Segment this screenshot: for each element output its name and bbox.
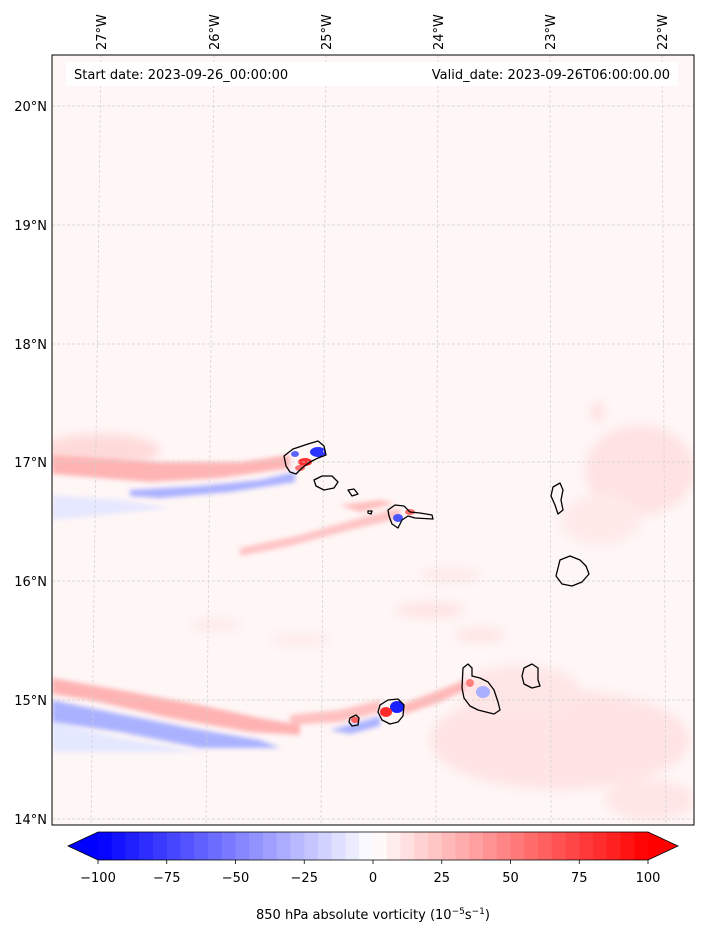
island-sao-nicolau — [387, 504, 434, 529]
colorbar-cell — [318, 832, 333, 860]
colorbar-cells — [98, 832, 649, 860]
colorbar-cell — [166, 832, 182, 860]
lon-label-23w: 23°W — [544, 14, 559, 50]
valid-date-label: Valid_date: 2023-09-26T06:00:00.00 — [432, 68, 670, 83]
lon-label-22w: 22°W — [656, 14, 671, 50]
colorbar-cell — [373, 832, 388, 860]
colorbar-tick-label: 25 — [433, 871, 450, 886]
colorbar-label: 850 hPa absolute vorticity (10−5s−1) — [256, 907, 490, 923]
colorbar-cell — [441, 832, 457, 860]
colorbar-tick-label: −100 — [80, 871, 116, 886]
longitude-labels: 27°W 26°W 25°W 24°W 23°W 22°W — [95, 14, 671, 50]
colorbar-cell — [125, 832, 140, 860]
lat-label-15n: 15°N — [14, 694, 47, 709]
colorbar-cell — [249, 832, 264, 860]
coastlines — [283, 440, 590, 727]
vorticity-field — [52, 402, 694, 820]
colorbar-cell — [593, 832, 608, 860]
colorbar-cell — [290, 832, 305, 860]
island-santiago — [461, 663, 501, 715]
colorbar-cell — [414, 832, 429, 860]
colorbar-cell — [551, 832, 567, 860]
island-boa-vista — [555, 555, 590, 587]
map-gridlines — [52, 55, 694, 825]
colorbar-cell — [538, 832, 553, 860]
colorbar-cell — [634, 832, 649, 860]
colorbar-cell — [455, 832, 470, 860]
island-branco — [367, 510, 373, 515]
colorbar-cell — [606, 832, 622, 860]
latitude-labels: 20°N 19°N 18°N 17°N 16°N 15°N 14°N — [14, 100, 47, 828]
colorbar-ticks: −100 −75 −50 −25 0 25 50 75 100 — [80, 860, 660, 886]
colorbar-cell — [469, 832, 484, 860]
colorbar-cell — [496, 832, 512, 860]
colorbar-extend-high — [648, 832, 678, 860]
colorbar-cell — [221, 832, 237, 860]
map-frame — [51, 54, 695, 826]
colorbar-cell — [208, 832, 223, 860]
lat-label-20n: 20°N — [14, 100, 47, 115]
colorbar-cell — [386, 832, 402, 860]
lon-label-25w: 25°W — [320, 14, 335, 50]
lat-label-19n: 19°N — [14, 219, 47, 234]
colorbar-tick-label: 0 — [369, 871, 377, 886]
colorbar-cell — [180, 832, 195, 860]
colorbar-cell — [98, 832, 113, 860]
colorbar-cell — [139, 832, 154, 860]
lon-label-27w: 27°W — [95, 14, 110, 50]
colorbar-cell — [194, 832, 209, 860]
colorbar-cell — [263, 832, 278, 860]
colorbar-tick-label: 50 — [502, 871, 519, 886]
lat-label-18n: 18°N — [14, 338, 47, 353]
colorbar-cell — [400, 832, 415, 860]
island-sal — [550, 482, 564, 515]
colorbar-cell — [276, 832, 292, 860]
island-sao-vicente — [313, 475, 339, 491]
colorbar-cell — [620, 832, 635, 860]
colorbar-cell — [565, 832, 580, 860]
colorbar-cell — [483, 832, 498, 860]
colorbar-tick-label: −25 — [291, 871, 318, 886]
date-info-box: Start date: 2023-09-26_00:00:00 Valid_da… — [66, 62, 678, 86]
island-maio — [521, 663, 541, 689]
colorbar-cell — [359, 832, 374, 860]
lat-label-17n: 17°N — [14, 456, 47, 471]
island-santo-antao — [283, 440, 327, 475]
map-panel: Start date: 2023-09-26_00:00:00 Valid_da… — [51, 54, 695, 826]
colorbar-tick-label: 100 — [636, 871, 661, 886]
colorbar-tick-label: −75 — [153, 871, 180, 886]
colorbar-extend-low — [68, 832, 98, 860]
colorbar-cell — [579, 832, 594, 860]
colorbar-cell — [153, 832, 168, 860]
colorbar-cell — [331, 832, 347, 860]
colorbar-tick-label: 75 — [571, 871, 588, 886]
island-dipoles — [291, 447, 490, 723]
colorbar: −100 −75 −50 −25 0 25 50 75 100 850 hPa absolute… — [67, 831, 679, 923]
positive-vorticity-patches — [52, 402, 694, 820]
colorbar-cell — [510, 832, 525, 860]
island-fogo — [377, 698, 405, 725]
lat-label-16n: 16°N — [14, 575, 47, 590]
island-santa-luzia — [347, 488, 359, 497]
lon-label-26w: 26°W — [208, 14, 223, 50]
colorbar-cell — [304, 832, 319, 860]
island-brava — [348, 714, 360, 727]
colorbar-cell — [428, 832, 443, 860]
colorbar-cell — [235, 832, 250, 860]
info-box-background — [66, 62, 678, 86]
lon-label-24w: 24°W — [432, 14, 447, 50]
colorbar-cell — [345, 832, 360, 860]
colorbar-cell — [111, 832, 127, 860]
colorbar-tick-label: −50 — [222, 871, 249, 886]
southern-wake-plume — [52, 678, 465, 752]
northern-wake-plume — [52, 455, 400, 556]
start-date-label: Start date: 2023-09-26_00:00:00 — [74, 68, 288, 83]
lat-label-14n: 14°N — [14, 813, 47, 828]
colorbar-cell — [524, 832, 539, 860]
